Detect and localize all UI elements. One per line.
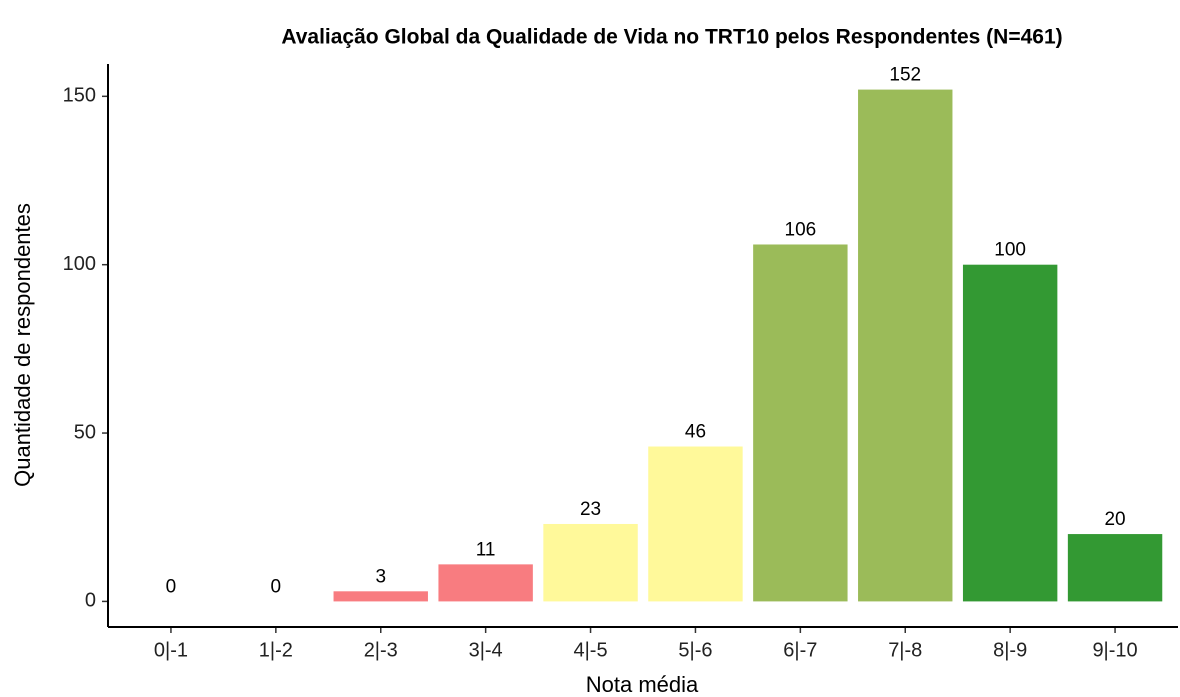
x-tick-label: 2|-3 (364, 639, 398, 661)
x-tick-label: 1|-2 (259, 639, 293, 661)
bar (648, 446, 743, 602)
x-tick-label: 7|-8 (888, 639, 922, 661)
x-tick-label: 6|-7 (783, 639, 817, 661)
bar (962, 264, 1058, 602)
bar (543, 523, 638, 602)
data-label: 3 (375, 566, 386, 587)
x-axis-title: Nota média (586, 672, 699, 697)
data-label: 106 (785, 219, 817, 240)
x-tick-label: 5|-6 (678, 639, 712, 661)
y-tick-label: 150 (63, 85, 96, 107)
data-label: 46 (685, 422, 706, 443)
data-label: 20 (1104, 509, 1125, 530)
y-axis-title: Quantidade de respondentes (10, 203, 35, 487)
x-tick-label: 8|-9 (993, 639, 1027, 661)
chart-title: Avaliação Global da Qualidade de Vida no… (281, 26, 1062, 49)
data-label: 152 (889, 65, 921, 86)
y-tick-label: 0 (85, 590, 96, 612)
bar (438, 564, 533, 602)
x-tick-label: 9|-10 (1092, 639, 1137, 661)
bar (1067, 534, 1163, 602)
y-tick-label: 50 (74, 421, 96, 443)
x-tick-label: 3|-4 (469, 639, 503, 661)
y-tick-label: 100 (63, 253, 96, 275)
data-label: 11 (476, 539, 496, 560)
data-label: 100 (994, 240, 1026, 261)
x-tick-label: 4|-5 (573, 639, 607, 661)
data-label: 0 (271, 576, 282, 597)
x-tick-label: 0|-1 (154, 639, 188, 661)
bar (753, 244, 848, 602)
data-label: 0 (166, 576, 177, 597)
bar (858, 89, 953, 602)
data-label: 23 (580, 499, 601, 520)
bar (333, 591, 428, 602)
